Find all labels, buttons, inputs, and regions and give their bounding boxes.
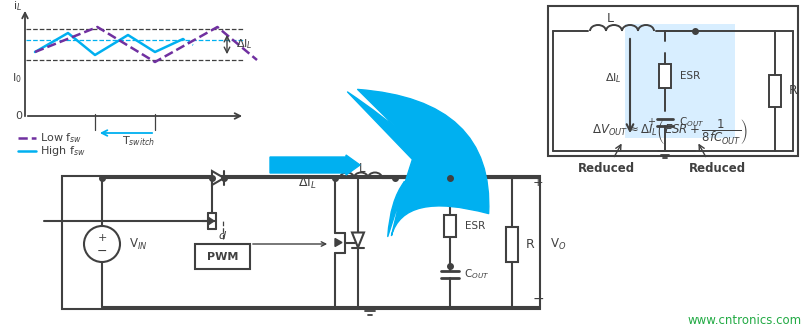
Text: V$_O$: V$_O$ <box>550 237 566 252</box>
Text: −: − <box>97 245 107 257</box>
Bar <box>548 6 798 156</box>
Bar <box>195 244 250 269</box>
Bar <box>659 64 671 88</box>
Text: C$_{OUT}$: C$_{OUT}$ <box>679 116 704 129</box>
Text: L: L <box>358 162 365 174</box>
Text: ΔI$_L$: ΔI$_L$ <box>298 175 317 191</box>
Text: d: d <box>219 231 226 241</box>
Text: ΔI$_L$: ΔI$_L$ <box>606 72 622 85</box>
Text: High f$_{sw}$: High f$_{sw}$ <box>40 144 86 158</box>
FancyArrowPatch shape <box>347 89 489 237</box>
Text: R: R <box>789 84 798 97</box>
Text: ESR: ESR <box>680 71 700 81</box>
Bar <box>769 75 781 107</box>
Polygon shape <box>352 233 364 248</box>
Text: Reduced: Reduced <box>577 163 634 175</box>
Text: −: − <box>533 292 544 306</box>
Text: PWM: PWM <box>207 252 238 261</box>
Bar <box>625 24 735 138</box>
Text: +: + <box>533 176 543 190</box>
Text: V$_{IN}$: V$_{IN}$ <box>129 237 148 252</box>
Polygon shape <box>212 171 224 185</box>
Text: I$_0$: I$_0$ <box>12 71 22 85</box>
Text: ΔV$_{OUT}$: ΔV$_{OUT}$ <box>448 175 487 191</box>
Text: +: + <box>97 233 107 243</box>
Text: R: R <box>526 238 535 251</box>
Text: C$_{OUT}$: C$_{OUT}$ <box>464 267 489 281</box>
Text: ΔI$_L$: ΔI$_L$ <box>236 38 253 51</box>
Text: T$_{switch}$: T$_{switch}$ <box>123 134 156 148</box>
Polygon shape <box>335 239 342 247</box>
Text: L: L <box>606 12 614 26</box>
Text: 0: 0 <box>15 111 22 121</box>
Bar <box>444 215 456 237</box>
FancyArrow shape <box>270 155 360 175</box>
Text: ESR: ESR <box>465 221 485 231</box>
Text: www.cntronics.com: www.cntronics.com <box>688 314 802 328</box>
Polygon shape <box>208 217 214 225</box>
Text: i$_L$: i$_L$ <box>14 0 22 13</box>
Text: $\Delta V_{OUT} \approx \Delta I_L\left(ESR + \dfrac{1}{8fC_{OUT}}\right)$: $\Delta V_{OUT} \approx \Delta I_L\left(… <box>592 117 748 145</box>
Text: Low f$_{sw}$: Low f$_{sw}$ <box>40 131 82 145</box>
Text: +: + <box>647 117 655 127</box>
Bar <box>506 226 518 261</box>
Text: Reduced: Reduced <box>688 163 746 175</box>
Bar <box>62 176 540 309</box>
